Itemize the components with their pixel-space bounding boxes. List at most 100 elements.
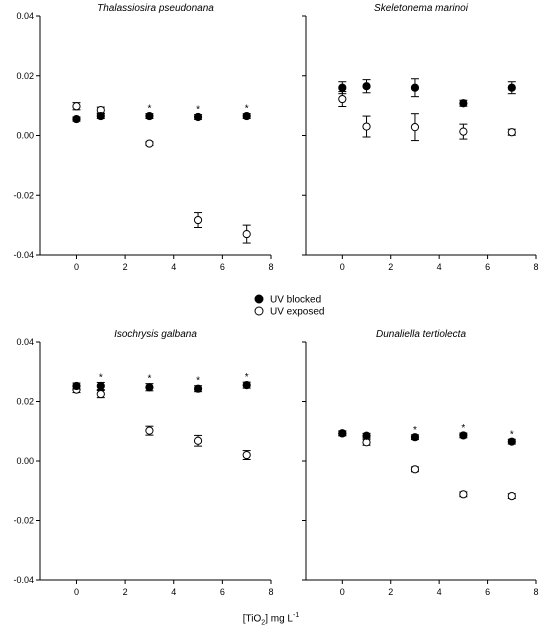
- point-uv-exposed: [338, 94, 347, 104]
- x-tick-label: 2: [123, 262, 128, 272]
- y-tick-label: -0.04: [13, 250, 34, 260]
- y-tick-label: 0.00: [16, 456, 34, 466]
- x-tick-label: 2: [388, 262, 393, 272]
- x-tick-label: 4: [171, 262, 176, 272]
- point-uv-blocked: [193, 384, 203, 393]
- x-tick-label: 8: [533, 262, 538, 272]
- y-tick-label: 0.00: [16, 131, 34, 141]
- x-tick-label: 0: [74, 262, 79, 272]
- x-tick-label: 6: [220, 262, 225, 272]
- x-tick-label: 8: [268, 587, 273, 597]
- point-uv-blocked: [145, 111, 154, 121]
- series-uv-blocked: [72, 381, 251, 393]
- point-uv-exposed: [193, 215, 203, 225]
- panel-3: Isochrysis galbana -0.04 -0.02 0.00 0.02 0.04…: [13, 329, 273, 597]
- point-uv-blocked: [338, 83, 347, 92]
- y-tick-label: -0.02: [13, 516, 34, 526]
- panel-1: Thalassiosira pseudonana -0.04 -0.02 0.00 0.…: [13, 3, 273, 272]
- x-tick-label: 6: [220, 587, 225, 597]
- point-uv-blocked: [72, 114, 81, 124]
- point-uv-exposed: [72, 102, 81, 111]
- point-uv-exposed: [507, 128, 516, 137]
- x-tick-label: 4: [437, 587, 442, 597]
- point-uv-blocked: [72, 381, 81, 391]
- point-uv-exposed: [410, 123, 420, 132]
- x-tick-label: 0: [340, 262, 345, 272]
- significance-asterisk: *: [245, 372, 249, 383]
- significance-asterisk: *: [461, 423, 465, 434]
- x-tick-label: 2: [123, 587, 128, 597]
- series-uv-exposed: [72, 385, 251, 461]
- panel-title: Isochrysis galbana: [114, 329, 197, 340]
- significance-asterisk: *: [196, 376, 200, 387]
- point-uv-exposed: [507, 492, 516, 501]
- y-tick-label: 0.02: [16, 397, 34, 407]
- point-uv-blocked: [362, 431, 371, 440]
- point-uv-exposed: [459, 490, 468, 499]
- point-uv-blocked: [362, 82, 371, 91]
- significance-asterisk: *: [196, 105, 200, 116]
- point-uv-blocked: [96, 381, 105, 391]
- y-tick-label: 0.04: [16, 11, 34, 21]
- series-uv-exposed: [72, 102, 251, 244]
- series-uv-blocked: [338, 78, 516, 108]
- significance-asterisk: *: [147, 104, 151, 115]
- x-axis-label-sub: 2: [261, 619, 266, 627]
- point-uv-exposed: [410, 465, 420, 474]
- significance-asterisk: *: [147, 374, 151, 385]
- point-uv-exposed: [96, 389, 105, 399]
- legend-label: UV blocked: [270, 295, 321, 306]
- x-tick-label: 8: [533, 587, 538, 597]
- x-axis-label: [TiO2] mg L-1: [0, 612, 542, 626]
- x-tick-label: 6: [485, 587, 490, 597]
- significance-asterisk: *: [245, 104, 249, 115]
- panel-4: Dunaliella tertiolecta 0 2 4 6 8 * * *: [302, 329, 539, 597]
- y-tick-label: -0.02: [13, 190, 34, 200]
- x-tick-label: 4: [171, 587, 176, 597]
- significance-asterisk: *: [510, 429, 514, 440]
- legend-marker-uv-blocked: [254, 294, 264, 304]
- point-uv-blocked: [459, 431, 468, 440]
- y-tick-label: 0.02: [16, 71, 34, 81]
- point-uv-exposed: [242, 229, 251, 239]
- significance-asterisk: *: [413, 425, 417, 436]
- legend-label: UV exposed: [270, 307, 324, 318]
- point-uv-blocked: [242, 381, 251, 390]
- panel-title: Skeletonema marinoi: [374, 3, 469, 14]
- point-uv-blocked: [338, 429, 347, 438]
- x-axis-label-pre: [TiO: [242, 613, 262, 625]
- legend-marker-uv-exposed: [254, 306, 264, 316]
- point-uv-exposed: [242, 450, 251, 460]
- x-tick-label: 8: [268, 262, 273, 272]
- series-uv-blocked: [72, 111, 251, 124]
- point-uv-blocked: [507, 83, 516, 92]
- point-uv-blocked: [459, 99, 468, 108]
- x-axis-label-post: ] mg L: [265, 613, 293, 625]
- point-uv-blocked: [193, 112, 203, 122]
- x-tick-label: 0: [74, 587, 79, 597]
- x-tick-label: 2: [388, 587, 393, 597]
- point-uv-blocked: [145, 383, 154, 392]
- x-axis-label-sup: -1: [292, 612, 300, 619]
- panel-title: Dunaliella tertiolecta: [376, 329, 466, 340]
- point-uv-blocked: [96, 111, 105, 121]
- point-uv-exposed: [145, 139, 154, 148]
- y-tick-label: -0.04: [13, 575, 34, 585]
- series-uv-blocked: [338, 429, 516, 446]
- point-uv-exposed: [193, 436, 203, 445]
- y-tick-label: 0.04: [16, 337, 34, 347]
- point-uv-blocked: [507, 437, 516, 446]
- x-tick-label: 0: [340, 587, 345, 597]
- x-tick-label: 6: [485, 262, 490, 272]
- point-uv-blocked: [242, 111, 251, 121]
- point-uv-blocked: [410, 83, 420, 92]
- panel-title: Thalassiosira pseudonana: [97, 3, 214, 14]
- point-uv-blocked: [410, 433, 420, 442]
- panel-2: Skeletonema marinoi 0 2 4 6 8: [302, 3, 539, 272]
- point-uv-exposed: [362, 122, 371, 131]
- point-uv-exposed: [145, 426, 154, 435]
- point-uv-exposed: [459, 127, 468, 136]
- significance-asterisk: *: [99, 372, 103, 383]
